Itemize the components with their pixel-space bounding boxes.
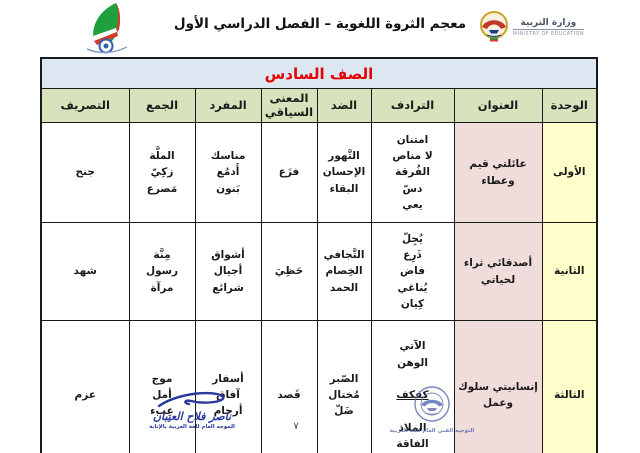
col-header-conjugation: التصريف [40, 88, 130, 123]
col-header-unit: الوحدة [541, 88, 598, 123]
synonyms-part: الآتي الوهن [397, 340, 428, 369]
col-header-synonym: الترادف [370, 88, 455, 123]
ministry-name-english: MINISTRY OF EDUCATION [512, 30, 584, 37]
kuwait-emblem-icon [479, 11, 508, 42]
ministry-text: وزارة التربية MINISTRY OF EDUCATION [512, 18, 584, 37]
cell-plural: مِنَّة رسول مرآة [128, 222, 196, 321]
cell-plural: موج أمل عِبء [128, 320, 196, 453]
cell-synonyms: يُجِلّ ذَرِع فاض يُناغي كِيان [370, 222, 455, 321]
signature-title: الموجه العام للغة العربية بالإنابة [149, 424, 235, 430]
stamp-emblem-icon [414, 386, 450, 422]
cell-singular: أشواق أجيال شرائع [194, 222, 262, 321]
cell-unit: الثانية [541, 222, 598, 321]
cell-plural: الملَّة زكِيّ مَصرع [128, 122, 196, 223]
cell-conjugation: عزم [40, 320, 130, 453]
cell-antonyms: الصّبر مُختال ضَلّ [316, 320, 372, 453]
col-header-antonym: الضد [316, 88, 372, 123]
cell-contextual-meaning: قَصد [260, 320, 318, 453]
document-title: معجم الثروة اللغوية – الفصل الدراسي الأو… [173, 16, 467, 32]
col-header-singular: المفرد [194, 88, 262, 123]
col-header-plural: الجمع [128, 88, 196, 123]
cell-title: إنسانيتي سلوك وعمل [453, 320, 543, 453]
stamp-text: التوجيه الفني العام للغة العربية [389, 428, 475, 434]
cell-antonyms: التَّجافي الخِصام الحمد [316, 222, 372, 321]
cell-title: أصدقائي ثراء لحياتي [453, 222, 543, 321]
table-row-unit-2: الثانية أصدقائي ثراء لحياتي يُجِلّ ذَرِع… [40, 222, 598, 321]
cell-title: عائلتي قيم وعطاء [453, 122, 543, 223]
cell-singular: مناسك أَدمُع بَنون [194, 122, 262, 223]
cell-singular: أسفار آفاق أرحام [194, 320, 262, 453]
cell-antonyms: التَّهور الإحسان البقاء [316, 122, 372, 223]
cell-contextual-meaning: فزَع [260, 122, 318, 223]
signature-block: ناصر فلاح العيبان الموجه العام للغة العر… [134, 390, 250, 430]
synonyms-part: الملاذ الفاقة [396, 421, 429, 450]
ministry-logo: وزارة التربية MINISTRY OF EDUCATION [479, 11, 584, 43]
cell-unit: الثالثة [541, 320, 598, 453]
signature-name: ناصر فلاح العيبان [152, 410, 232, 423]
school-sail-logo-icon [86, 3, 128, 54]
cell-conjugation: جنح [40, 122, 130, 223]
official-stamp: التوجيه الفني العام للغة العربية [382, 384, 482, 434]
column-header-row: الوحدة العنوان الترادف الضد المعنى السيا… [40, 88, 598, 123]
page-number: ٧ [293, 421, 299, 432]
cell-unit: الأولى [541, 122, 598, 223]
cell-conjugation: شهد [40, 222, 130, 321]
cell-synonyms: امتنان لا مناص الفُرقة دسّ يعي [370, 122, 455, 223]
table-row-unit-3: الثالثة إنسانيتي سلوك وعمل الآتي الوهن ك… [40, 320, 598, 453]
ministry-name-arabic: وزارة التربية [512, 18, 584, 30]
col-header-contextual-meaning: المعنى السياقي [260, 88, 318, 123]
signature-flourish-icon [157, 391, 225, 408]
cell-synonyms: الآتي الوهن كفكف الملاذ الفاقة [370, 320, 455, 453]
col-header-title: العنوان [453, 88, 543, 123]
vocabulary-table: الصف السادس الوحدة العنوان الترادف الضد … [39, 57, 598, 453]
grade-title: الصف السادس [40, 57, 598, 89]
cell-contextual-meaning: حَظِيَ [260, 222, 318, 321]
grade-title-row: الصف السادس [40, 57, 598, 89]
table-row-unit-1: الأولى عائلتي قيم وعطاء امتنان لا مناص ا… [40, 122, 598, 223]
